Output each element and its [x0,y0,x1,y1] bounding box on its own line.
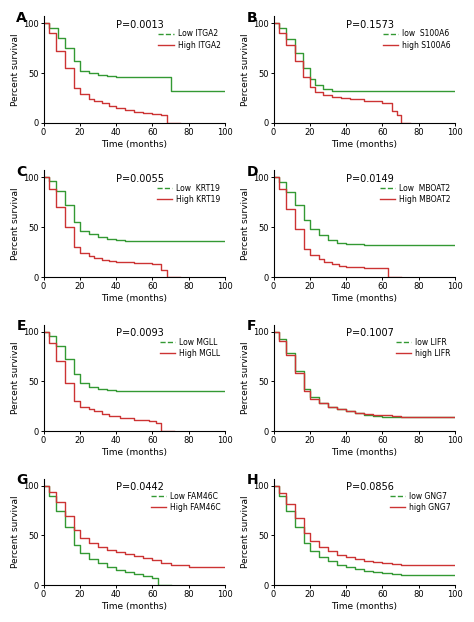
Text: P=0.0093: P=0.0093 [116,328,164,338]
Text: H: H [246,473,258,487]
Text: P=0.0149: P=0.0149 [346,174,394,183]
Text: E: E [16,319,26,333]
Text: P=0.0856: P=0.0856 [346,482,394,492]
Y-axis label: Percent survival: Percent survival [11,341,20,414]
Y-axis label: Percent survival: Percent survival [241,496,250,569]
X-axis label: Time (months): Time (months) [101,139,167,149]
Y-axis label: Percent survival: Percent survival [241,187,250,260]
Y-axis label: Percent survival: Percent survival [241,341,250,414]
Legend: Low  KRT19, High KRT19: Low KRT19, High KRT19 [156,183,221,205]
X-axis label: Time (months): Time (months) [101,602,167,611]
Text: G: G [16,473,27,487]
Legend: Low ITGA2, High ITGA2: Low ITGA2, High ITGA2 [158,29,221,50]
Text: P=0.1573: P=0.1573 [346,19,394,29]
Text: P=0.0442: P=0.0442 [116,482,164,492]
Y-axis label: Percent survival: Percent survival [11,34,20,106]
X-axis label: Time (months): Time (months) [331,294,397,303]
X-axis label: Time (months): Time (months) [331,448,397,457]
Text: A: A [16,11,27,25]
Text: P=0.0013: P=0.0013 [116,19,164,29]
Legend: Low MGLL, High MGLL: Low MGLL, High MGLL [159,337,221,359]
X-axis label: Time (months): Time (months) [101,448,167,457]
Text: B: B [246,11,257,25]
Text: D: D [246,165,258,179]
Legend: Low  MBOAT2, High MBOAT2: Low MBOAT2, High MBOAT2 [379,183,451,205]
X-axis label: Time (months): Time (months) [331,602,397,611]
Legend: low LIFR, high LIFR: low LIFR, high LIFR [395,337,451,359]
Text: P=0.1007: P=0.1007 [346,328,394,338]
Y-axis label: Percent survival: Percent survival [11,496,20,569]
Y-axis label: Percent survival: Percent survival [241,34,250,106]
Legend: low  S100A6, high S100A6: low S100A6, high S100A6 [382,29,451,50]
X-axis label: Time (months): Time (months) [331,139,397,149]
Legend: Low FAM46C, High FAM46C: Low FAM46C, High FAM46C [150,491,221,513]
Text: F: F [246,319,256,333]
Y-axis label: Percent survival: Percent survival [11,187,20,260]
X-axis label: Time (months): Time (months) [101,294,167,303]
Legend: low GNG7, high GNG7: low GNG7, high GNG7 [389,491,451,513]
Text: C: C [16,165,27,179]
Text: P=0.0055: P=0.0055 [116,174,164,183]
